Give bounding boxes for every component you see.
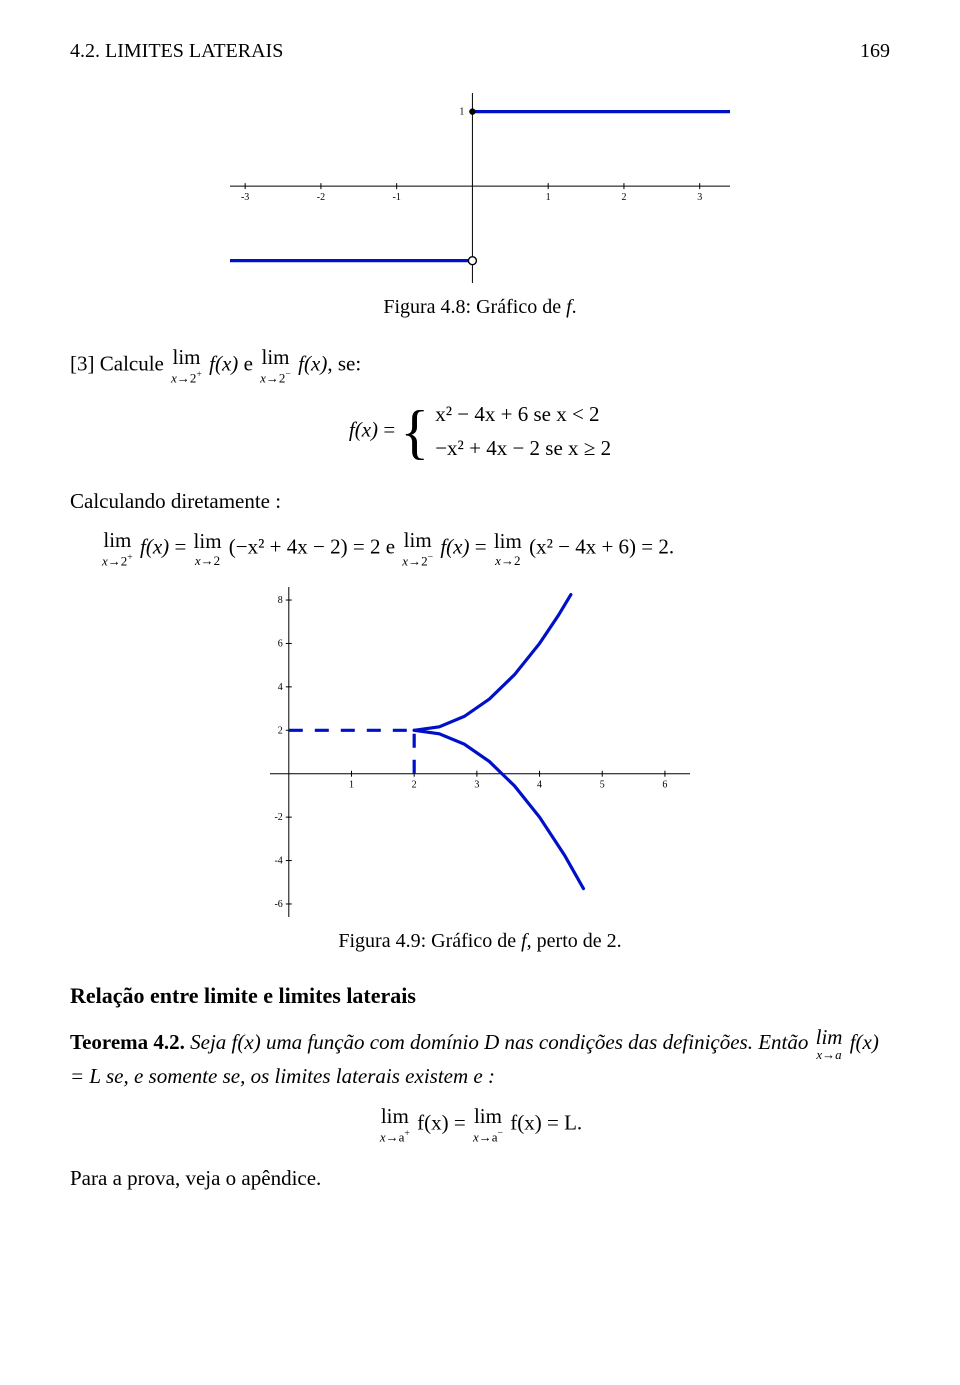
figure-4-9-caption: Figura 4.9: Gráfico de f, perto de 2. <box>70 930 890 953</box>
lim-calc-4: limx→2 <box>494 531 522 567</box>
theorem-body-a: Seja f(x) uma função com domínio D nas c… <box>190 1030 813 1054</box>
figure-4-8-caption: Figura 4.8: Gráfico de f. <box>70 296 890 319</box>
svg-text:-4: -4 <box>274 856 282 867</box>
case-2: −x² + 4x − 2 se x ≥ 2 <box>435 436 611 460</box>
lim-x-a-plus: limx→a+ <box>380 1106 410 1143</box>
page-root: 4.2. LIMITES LATERAIS 169 -3 -2 -1 1 2 3 1 Fig… <box>0 0 960 1248</box>
eq-sign-1: = <box>378 418 400 442</box>
page-header: 4.2. LIMITES LATERAIS 169 <box>70 40 890 63</box>
brace-cases: { x² − 4x + 6 se x < 2 −x² + 4x − 2 se x… <box>400 398 611 465</box>
fx-calc-1: f(x) <box>140 534 169 558</box>
figure-4-8-caption-prefix: Figura 4.8: Gráfico de <box>383 296 566 318</box>
calc-line: limx→2+ f(x) = limx→2 (−x² + 4x − 2) = 2… <box>70 530 890 567</box>
svg-text:1: 1 <box>349 780 354 791</box>
lim-calc-1: limx→2+ <box>102 530 133 567</box>
problem-intro: [3] Calcule <box>70 351 169 375</box>
figure-4-9: 1 2 3 4 5 6 -6 -4 -2 2 4 6 8 Figura 4.9: Gráfico de … <box>70 587 890 953</box>
calc-mid: e <box>386 534 401 558</box>
svg-text:1: 1 <box>546 192 551 203</box>
calc-expr-b: (x² − 4x + 6) = 2. <box>529 534 674 558</box>
problem-statement: [3] Calcule limx→2+ f(x) e limx→2− f(x),… <box>70 347 890 384</box>
svg-text:8: 8 <box>278 595 283 606</box>
fx-1: f(x) <box>209 351 238 375</box>
figure-4-8: -3 -2 -1 1 2 3 1 Figura 4.8: Gráfico de f. <box>70 93 890 319</box>
svg-text:-2: -2 <box>274 812 282 823</box>
conj-e-1: e <box>244 351 259 375</box>
lim-x-a: limx→a <box>816 1027 843 1061</box>
lim-x-2-plus: limx→2+ <box>171 347 202 384</box>
piecewise-definition: f(x) = { x² − 4x + 6 se x < 2 −x² + 4x −… <box>70 398 890 465</box>
eq-end: f(x) = L. <box>510 1110 582 1134</box>
eq-mid: f(x) = <box>417 1110 471 1134</box>
fx-calc-2: f(x) <box>440 534 469 558</box>
se-colon: , se: <box>327 351 361 375</box>
section-label: 4.2. LIMITES LATERAIS <box>70 40 283 63</box>
svg-text:2: 2 <box>621 192 626 203</box>
svg-text:-1: -1 <box>392 192 400 203</box>
svg-text:2: 2 <box>278 726 283 737</box>
svg-text:1: 1 <box>459 107 464 118</box>
proof-reference: Para a prova, veja o apêndice. <box>70 1163 890 1193</box>
lim-x-2-minus: limx→2− <box>260 347 291 384</box>
relation-heading: Relação entre limite e limites laterais <box>70 983 890 1009</box>
calc-direct-label: Calculando diretamente : <box>70 486 890 516</box>
figure-4-8-chart: -3 -2 -1 1 2 3 1 <box>230 93 730 283</box>
svg-text:-3: -3 <box>241 192 249 203</box>
svg-text:6: 6 <box>662 780 667 791</box>
svg-text:2: 2 <box>412 780 417 791</box>
page-number: 169 <box>860 40 890 63</box>
figure-4-8-caption-suffix: . <box>572 296 577 318</box>
lim-x-a-minus: limx→a− <box>473 1106 503 1143</box>
lim-calc-2: limx→2 <box>194 531 222 567</box>
fx-lhs: f(x) <box>349 418 378 442</box>
fx-2: f(x) <box>298 351 327 375</box>
case-1: x² − 4x + 6 se x < 2 <box>435 402 599 426</box>
svg-text:5: 5 <box>600 780 605 791</box>
svg-text:3: 3 <box>474 780 479 791</box>
theorem-label: Teorema 4.2. <box>70 1030 185 1054</box>
svg-text:-6: -6 <box>274 899 282 910</box>
theorem-equation: limx→a+ f(x) = limx→a− f(x) = L. <box>70 1106 890 1143</box>
svg-text:4: 4 <box>537 780 542 791</box>
figure-4-9-chart: 1 2 3 4 5 6 -6 -4 -2 2 4 6 8 <box>270 587 690 917</box>
calc-expr-a: (−x² + 4x − 2) = 2 <box>229 534 381 558</box>
lim-calc-3: limx→2− <box>402 530 433 567</box>
svg-text:6: 6 <box>278 639 283 650</box>
svg-text:-2: -2 <box>317 192 325 203</box>
figure-4-9-caption-suffix: , perto de 2. <box>527 930 622 952</box>
svg-text:4: 4 <box>278 682 283 693</box>
theorem-4-2: Teorema 4.2. Seja f(x) uma função com do… <box>70 1027 890 1092</box>
figure-4-9-caption-prefix: Figura 4.9: Gráfico de <box>338 930 521 952</box>
svg-text:3: 3 <box>697 192 702 203</box>
